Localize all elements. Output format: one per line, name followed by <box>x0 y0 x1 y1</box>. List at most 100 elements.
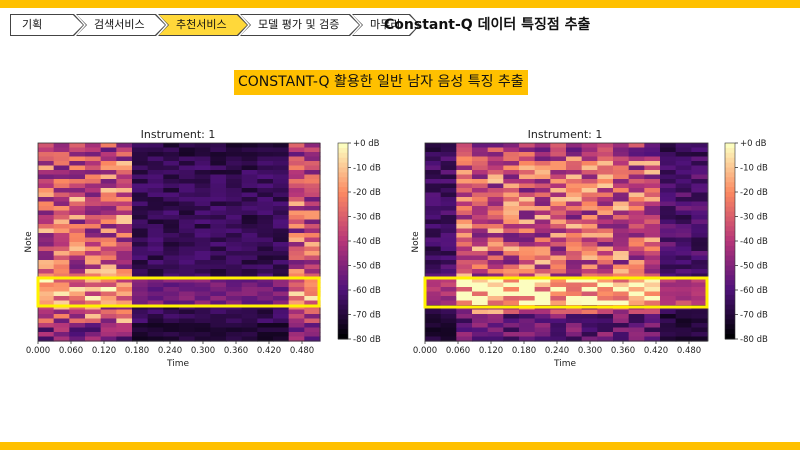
heatmap-cell <box>273 336 290 342</box>
heatmap-cell <box>288 291 305 297</box>
colorbar-tick-label: +0 dB <box>740 139 767 149</box>
heatmap-cell <box>519 323 536 329</box>
breadcrumb-item-search-service[interactable]: 검색서비스 <box>76 14 166 36</box>
heatmap-cell <box>163 305 180 311</box>
heatmap-cell <box>440 233 457 239</box>
heatmap-cell <box>100 228 117 234</box>
heatmap-cell <box>53 215 70 221</box>
heatmap-cell <box>100 174 117 180</box>
heatmap-cell <box>194 309 211 315</box>
heatmap-cell <box>487 332 504 338</box>
heatmap-cell <box>257 206 274 212</box>
heatmap-cell <box>487 300 504 306</box>
heatmap-cell <box>273 206 290 212</box>
heatmap-cell <box>304 219 321 225</box>
heatmap-cell <box>503 323 520 329</box>
colorbar-tick-label: -30 dB <box>740 213 768 223</box>
heatmap-cell <box>163 242 180 248</box>
heatmap-cell <box>644 282 661 288</box>
heatmap-cell <box>132 318 149 324</box>
heatmap-cell <box>241 318 258 324</box>
heatmap-cell <box>257 174 274 180</box>
heatmap-cell <box>163 327 180 333</box>
colorbar-segment <box>338 231 348 237</box>
heatmap-cell <box>304 228 321 234</box>
heatmap-cell <box>241 251 258 257</box>
heatmap-cell <box>456 188 473 194</box>
x-tick-label: 0.480 <box>677 346 701 356</box>
breadcrumb-item-planning[interactable]: 기획 <box>10 14 84 36</box>
heatmap-cell <box>534 179 551 185</box>
colorbar-segment <box>338 152 348 159</box>
x-tick-label: 0.120 <box>479 346 503 356</box>
heatmap-cell <box>53 309 70 315</box>
heatmap-cell <box>628 179 645 185</box>
heatmap-cell <box>472 273 489 279</box>
heatmap-cell <box>241 215 258 221</box>
heatmap-cell <box>440 291 457 297</box>
heatmap-cell <box>226 206 243 212</box>
colorbar-tick-label: -50 dB <box>353 262 381 272</box>
heatmap-cell <box>116 147 133 153</box>
heatmap-cell <box>534 224 551 230</box>
heatmap-cell <box>675 287 692 293</box>
heatmap-cell <box>53 210 70 216</box>
heatmap-cell <box>226 161 243 167</box>
heatmap-cell <box>288 309 305 315</box>
colorbar-segment <box>725 147 735 154</box>
heatmap-cell <box>691 147 708 153</box>
heatmap-cell <box>503 228 520 234</box>
heatmap-cell <box>147 296 164 302</box>
heatmap-cell <box>644 273 661 279</box>
heatmap-cell <box>660 170 677 176</box>
heatmap-cell <box>534 269 551 275</box>
heatmap-cell <box>210 282 227 288</box>
heatmap-cell <box>194 152 211 158</box>
heatmap-cell <box>179 255 196 261</box>
heatmap-cell <box>472 228 489 234</box>
heatmap-cell <box>288 314 305 320</box>
heatmap-cell <box>226 215 243 221</box>
heatmap-cell <box>179 336 196 342</box>
heatmap-cell <box>226 309 243 315</box>
heatmap-cell <box>194 192 211 198</box>
heatmap-cell <box>534 273 551 279</box>
heatmap-cell <box>425 237 442 243</box>
heatmap-cell <box>69 309 86 315</box>
heatmap-cell <box>597 147 614 153</box>
heatmap-cell <box>534 278 551 284</box>
heatmap-cell <box>116 251 133 257</box>
heatmap-cell <box>691 269 708 275</box>
heatmap-cell <box>534 219 551 225</box>
heatmap-cell <box>660 264 677 270</box>
heatmap-cell <box>425 197 442 203</box>
breadcrumb-item-model-evaluation[interactable]: 모델 평가 및 검증 <box>240 14 360 36</box>
heatmap-cell <box>194 242 211 248</box>
heatmap-cell <box>257 282 274 288</box>
heatmap-cell <box>440 215 457 221</box>
heatmap-cell <box>691 237 708 243</box>
heatmap-cell <box>440 161 457 167</box>
heatmap-cell <box>456 314 473 320</box>
heatmap-cell <box>116 296 133 302</box>
heatmap-cell <box>503 147 520 153</box>
breadcrumb-item-wrap-up[interactable]: 마무리 <box>352 14 420 36</box>
heatmap-cell <box>288 192 305 198</box>
heatmap-cell <box>660 210 677 216</box>
heatmap-cell <box>194 282 211 288</box>
heatmap-cell <box>116 282 133 288</box>
heatmap-cell <box>519 197 536 203</box>
colorbar-segment <box>725 270 735 276</box>
heatmap-cell <box>581 228 598 234</box>
heatmap-cell <box>194 332 211 338</box>
heatmap-cell <box>644 210 661 216</box>
colorbar-segment <box>338 162 348 168</box>
colorbar-segment <box>725 157 735 164</box>
heatmap-cell <box>628 246 645 252</box>
heatmap-cell <box>581 296 598 302</box>
heatmap-cell <box>100 282 117 288</box>
heatmap-cell <box>194 143 211 149</box>
heatmap-cell <box>85 188 102 194</box>
breadcrumb-item-recommend-service[interactable]: 추천서비스 <box>158 14 248 36</box>
heatmap-cell <box>675 215 692 221</box>
